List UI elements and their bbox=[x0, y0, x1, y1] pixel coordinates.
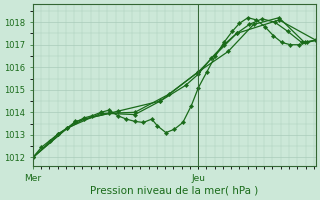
X-axis label: Pression niveau de la mer( hPa ): Pression niveau de la mer( hPa ) bbox=[90, 186, 259, 196]
